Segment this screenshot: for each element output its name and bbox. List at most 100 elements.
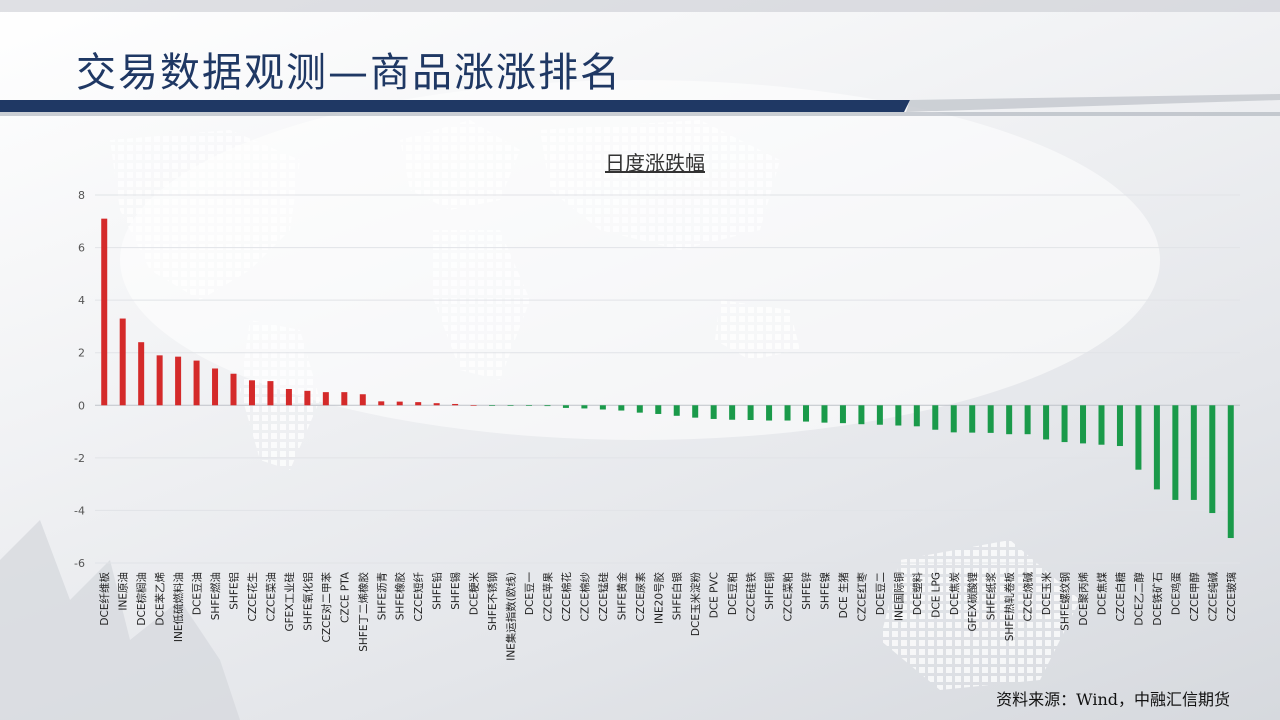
- bar: [599, 405, 606, 410]
- y-tick-label: -4: [74, 504, 85, 517]
- x-tick-label: SHFE锡: [449, 572, 462, 610]
- y-axis-ticks: -6 -4 -2 0 2 4 6 8: [74, 189, 85, 570]
- x-tick-label: DCE焦煤: [1095, 572, 1108, 616]
- x-tick-label: INE低硫燃料油: [172, 572, 185, 642]
- bar: [267, 381, 274, 406]
- x-tick-label: DCE塑料: [911, 572, 924, 616]
- bar: [212, 368, 219, 406]
- x-tick-label: DCE乙二醇: [1132, 572, 1145, 626]
- x-tick-label: DCE豆粕: [726, 572, 739, 615]
- bar: [1080, 405, 1087, 444]
- bar: [489, 405, 496, 406]
- bar: [1172, 405, 1179, 500]
- bar: [507, 405, 514, 406]
- bar: [525, 405, 532, 406]
- x-tick-label: SHFE铝: [228, 572, 241, 610]
- x-tick-label: DCE粳米: [468, 572, 481, 616]
- bar: [101, 218, 108, 406]
- x-tick-label: DCE聚丙烯: [1077, 572, 1090, 626]
- x-tick-label: SHFE不锈钢: [486, 572, 499, 631]
- x-tick-label: CZCE白糖: [1114, 572, 1127, 622]
- bar: [304, 390, 311, 406]
- bar: [618, 405, 625, 411]
- x-tick-label: CZCE PTA: [339, 571, 351, 623]
- bar: [858, 405, 865, 425]
- bar: [396, 401, 403, 406]
- x-tick-label: CZCE苹果: [541, 572, 554, 622]
- x-tick-label: CZCE锰硅: [597, 572, 610, 622]
- title-underline: [0, 100, 910, 112]
- x-tick-label: CZCE棉纱: [578, 572, 591, 622]
- x-tick-label: DCE玉米: [1040, 572, 1053, 616]
- x-tick-label: SHFE橡胶: [394, 572, 407, 621]
- y-tick-label: 8: [78, 189, 85, 202]
- bar: [747, 405, 754, 421]
- bar: [636, 405, 643, 413]
- x-tick-label: GFEX碳酸锂: [966, 572, 979, 632]
- x-tick-label: DCE豆油: [191, 572, 204, 615]
- y-tick-label: 0: [78, 399, 85, 412]
- x-tick-label: DCE 生猪: [837, 572, 850, 619]
- x-tick-label: SHFE镍: [818, 572, 831, 610]
- bar: [1006, 405, 1013, 435]
- bar: [784, 405, 791, 421]
- x-tick-label: SHFE沥青: [375, 572, 388, 620]
- x-tick-label: CZCE对二甲苯: [320, 572, 333, 643]
- x-tick-label: DCE玉米淀粉: [689, 572, 702, 637]
- bar: [895, 405, 902, 426]
- x-tick-label: CZCE花生: [246, 572, 259, 622]
- y-tick-label: 2: [78, 347, 85, 360]
- bar: [415, 402, 422, 406]
- x-tick-label: GFEX工业硅: [283, 572, 296, 632]
- bar: [803, 405, 810, 422]
- bar: [322, 392, 329, 406]
- bar: [581, 405, 588, 409]
- bars: [101, 218, 1234, 539]
- bar: [1209, 405, 1216, 514]
- bar: [1024, 405, 1031, 435]
- bar: [175, 356, 182, 406]
- x-tick-label: SHFE黄金: [615, 572, 628, 621]
- x-tick-label: INE20号胶: [652, 572, 665, 624]
- x-tick-label: SHFE纸浆: [985, 572, 998, 621]
- y-tick-label: 6: [78, 242, 85, 255]
- bar: [766, 405, 773, 421]
- x-tick-label: DCE豆二: [875, 572, 887, 615]
- x-tick-label: DCE棕榈油: [135, 572, 148, 626]
- bar: [1227, 405, 1234, 539]
- bar: [1190, 405, 1197, 500]
- bar: [729, 405, 736, 420]
- bar: [839, 405, 846, 424]
- x-tick-label: INE国际铜: [893, 572, 905, 621]
- bar: [1153, 405, 1160, 490]
- bar: [378, 401, 385, 406]
- x-tick-label: SHFE铜: [764, 572, 776, 610]
- bar: [1061, 405, 1068, 443]
- x-tick-label: DCE苯乙烯: [154, 572, 167, 626]
- bar: [1098, 405, 1105, 445]
- bar: [821, 405, 828, 423]
- y-tick-label: -2: [74, 452, 85, 465]
- x-tick-label: SHFE铅: [431, 572, 444, 610]
- x-tick-label: CZCE菜油: [264, 572, 277, 622]
- bar: [913, 405, 920, 427]
- x-tick-label: DCE纤维板: [98, 572, 111, 626]
- x-tick-label: SHFE白银: [671, 572, 684, 621]
- x-tick-label: DCE LPG: [930, 572, 942, 618]
- bar: [544, 405, 551, 407]
- bar: [359, 394, 366, 406]
- bar: [433, 403, 440, 406]
- bar: [562, 405, 569, 408]
- x-tick-label: SHFE锌: [800, 572, 813, 610]
- bar: [1043, 405, 1050, 440]
- x-tick-label: DCE豆一: [524, 572, 536, 616]
- bar: [452, 403, 459, 406]
- x-tick-label: CZCE甲醇: [1188, 572, 1201, 622]
- source-note: 资料来源：Wind，中融汇信期货: [996, 690, 1230, 709]
- bar: [156, 355, 163, 406]
- x-tick-label: SHFE丁二烯橡胶: [357, 572, 370, 652]
- x-tick-label: DCE鸡蛋: [1169, 572, 1182, 616]
- x-tick-label: CZCE菜粕: [782, 572, 795, 622]
- bar: [710, 405, 717, 419]
